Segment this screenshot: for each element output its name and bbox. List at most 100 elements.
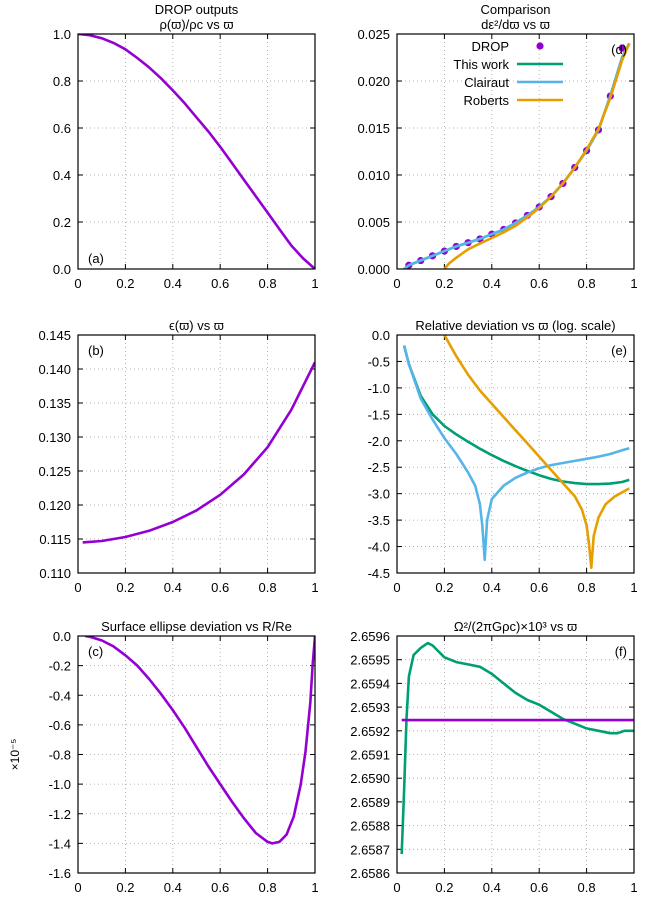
y-tick-label: 0.0: [53, 629, 71, 644]
y-tick-label: -0.5: [368, 354, 390, 369]
x-tick-label: 0.6: [530, 880, 548, 895]
y-tick-label: -1.2: [49, 807, 71, 822]
y-tick-label: 0.120: [38, 498, 71, 513]
x-tick-label: 0.2: [116, 276, 134, 291]
chart-panel-d: 0.000 0.005 0.010 0.015 0.020 0.025 0 0.2 0.4 0.6…: [357, 2, 637, 291]
x-tick-label: 0.8: [578, 580, 596, 595]
chart-title: Relative deviation vs ϖ (log. scale): [415, 318, 615, 333]
y-tick-label: 0.135: [38, 396, 71, 411]
x-tick-label: 0.4: [164, 580, 182, 595]
y-tick-label: 0.0: [53, 262, 71, 277]
y-tick-label: -2.5: [368, 460, 390, 475]
y-tick-label: 2.6592: [350, 724, 390, 739]
y-tick-label: 0.145: [38, 328, 71, 343]
x-tick-label: 1: [630, 580, 637, 595]
x-tick-label: 0: [393, 580, 400, 595]
x-tick-label: 0.8: [259, 880, 277, 895]
x-tick-label: 0: [393, 276, 400, 291]
chart-title: Comparison: [480, 2, 550, 17]
chart-panel-f: 2.6586 2.6587 2.6588 2.6589 2.6590 2.6591 2.65…: [350, 619, 637, 895]
plot-frame: [396, 33, 635, 270]
x-tick-label: 0.8: [578, 880, 596, 895]
y-tick-label: 2.6591: [350, 748, 390, 763]
y-tick-label: 0.130: [38, 430, 71, 445]
plot-frame: [77, 334, 316, 574]
y-tick-label: 0.020: [357, 74, 390, 89]
x-tick-label: 0.2: [116, 580, 134, 595]
y-tick-label: -3.5: [368, 513, 390, 528]
panel-label: (b): [88, 343, 104, 358]
series-this-work-d: [408, 42, 631, 267]
x-tick-label: 0.6: [211, 880, 229, 895]
x-tick-label: 0: [74, 880, 81, 895]
y-tick-label: 0.6: [53, 121, 71, 136]
x-tick-label: 1: [630, 880, 637, 895]
legend-label: DROP: [471, 39, 509, 54]
y-tick-label: 0.010: [357, 168, 390, 183]
chart-panel-a: 0.0 0.2 0.4 0.6 0.8 1.0 0 0.2 0.4 0.6 0.8 1 DROP out…: [53, 2, 319, 291]
y-tick-label: 0.110: [39, 566, 71, 581]
chart-panel-b: 0.110 0.115 0.120 0.125 0.130 0.135 0.140 0.145…: [38, 318, 318, 595]
x-tick-label: 0.2: [435, 580, 453, 595]
chart-subtitle: ρ(ϖ)/ρc vs ϖ: [159, 17, 233, 32]
y-tick-label: -1.0: [368, 381, 390, 396]
y-tick-label: 2.6587: [350, 842, 390, 857]
plot-frame: [396, 635, 635, 874]
y-tick-label: 2.6594: [350, 676, 390, 691]
x-tick-label: 0.4: [483, 276, 501, 291]
plot-frame: [396, 334, 635, 574]
y-tick-label: 2.6586: [350, 866, 390, 881]
y-tick-label: 0.140: [38, 362, 71, 377]
x-tick-label: 0.8: [259, 580, 277, 595]
y-tick-label: -1.5: [368, 407, 390, 422]
legend-marker: [536, 42, 544, 50]
series-this-work-e: [402, 345, 630, 486]
y-tick-label: 0.025: [357, 27, 390, 42]
y-tick-label: 0.125: [38, 464, 71, 479]
y-tick-label: -4.0: [368, 540, 390, 555]
x-tick-label: 1: [311, 580, 318, 595]
y-tick-label: -0.2: [49, 659, 71, 674]
x-tick-label: 0: [74, 276, 81, 291]
x-tick-label: 1: [311, 880, 318, 895]
y-tick-label: 2.6593: [350, 700, 390, 715]
y-tick-label: 2.6589: [350, 795, 390, 810]
x-tick-label: 0.2: [116, 880, 134, 895]
chart-title: DROP outputs: [155, 2, 239, 17]
panel-label: (e): [611, 343, 627, 358]
y-tick-label: -1.0: [49, 777, 71, 792]
x-tick-label: 1: [311, 276, 318, 291]
chart-subtitle: dε²/dϖ vs ϖ: [481, 17, 550, 32]
y-tick-label: 0.115: [39, 532, 71, 547]
chart-panel-e: -4.5 -4.0 -3.5 -3.0 -2.5 -2.0 -1.5 -1.0 -0.5 0.0 0…: [368, 318, 638, 595]
y-tick-label: -1.4: [49, 836, 71, 851]
series-clairaut-e: [402, 345, 630, 562]
chart-panel-c: -1.6 -1.4 -1.2 -1.0 -0.8 -0.6 -0.4 -0.2 0.0 0 0.2 0…: [8, 619, 319, 895]
y-tick-label: 2.6596: [350, 629, 390, 644]
series-line-a: [78, 34, 315, 269]
x-tick-label: 0: [393, 880, 400, 895]
y-tick-label: 0.000: [357, 262, 390, 277]
x-tick-label: 0.6: [530, 276, 548, 291]
y-tick-label: -3.0: [368, 487, 390, 502]
chart-title: Ω²/(2πGρc)×10³ vs ϖ: [454, 619, 577, 634]
x-tick-label: 0.4: [483, 880, 501, 895]
x-tick-label: 0.8: [578, 276, 596, 291]
y-axis-label: ×10⁻⁵: [8, 739, 22, 771]
series-line-c: [84, 636, 315, 845]
y-tick-label: 0.015: [357, 121, 390, 136]
y-tick-label: 0.005: [357, 215, 390, 230]
y-tick-label: 2.6590: [350, 771, 390, 786]
y-tick-label: 0.0: [372, 328, 390, 343]
y-tick-label: -0.6: [49, 718, 71, 733]
series-drop-d: [405, 44, 626, 269]
legend: DROP This work Clairaut Roberts: [453, 39, 563, 108]
y-tick-label: 2.6595: [350, 653, 390, 668]
panel-label: (a): [88, 251, 104, 266]
series-roberts-d: [443, 42, 631, 269]
series-roberts-e: [443, 335, 630, 569]
y-tick-label: -0.8: [49, 748, 71, 763]
x-tick-label: 0.2: [435, 880, 453, 895]
x-tick-label: 0.6: [211, 276, 229, 291]
